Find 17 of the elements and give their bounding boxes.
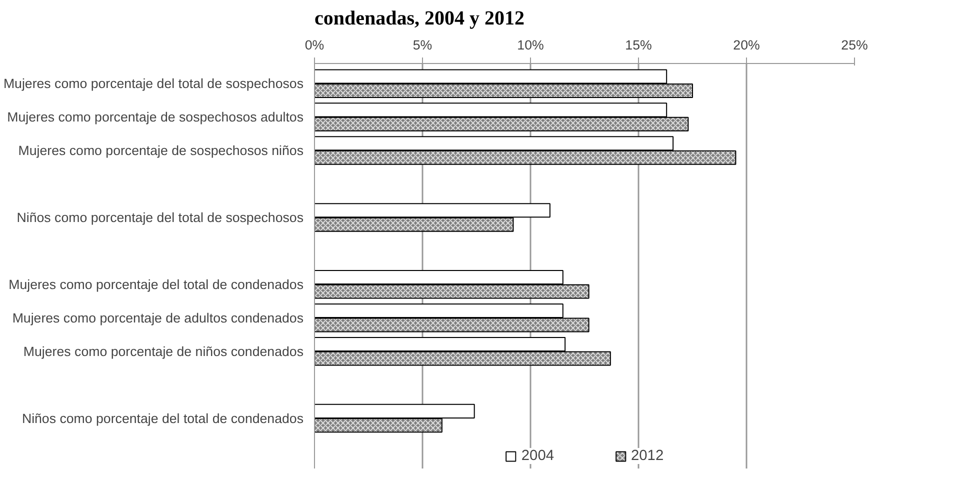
x-tick-label: 15% (625, 38, 652, 52)
y-tick-label: Mujeres como porcentaje del total de sospechosos (3, 76, 304, 92)
x-tick-label: 5% (412, 38, 432, 52)
y-tick-label: Niños como porcentaje del total de sospechosos (16, 210, 304, 225)
x-tick-label: 20% (733, 38, 760, 52)
chart-title: condenadas, 2004 y 2012 (314, 8, 525, 30)
y-tick-label: Mujeres como porcentaje de niños condenados (23, 344, 304, 359)
y-tick-label: Mujeres como porcentaje de adultos condenados (12, 310, 304, 326)
y-tick-label: Mujeres como porcentaje de sospechosos niños (18, 143, 304, 158)
y-tick-label: Mujeres como porcentaje de sospechosos adultos (7, 110, 304, 125)
x-tick-label: 0% (304, 38, 324, 52)
legend-label: 2004 (521, 448, 554, 464)
legend-label: 2012 (631, 448, 664, 464)
y-tick-label: Mujeres como porcentaje del total de condenados (8, 276, 304, 292)
x-tick-label: 25% (841, 38, 868, 52)
x-tick-label: 10% (517, 38, 544, 52)
y-tick-label: Niños como porcentaje del total de condenados (22, 410, 304, 426)
